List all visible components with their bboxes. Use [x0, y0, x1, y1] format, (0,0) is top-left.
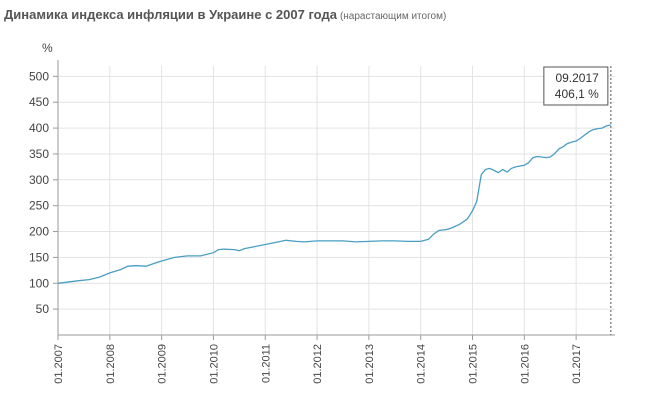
chart-title: Динамика индекса инфляции в Украине с 20…: [4, 7, 337, 22]
tooltip-value: 406,1 %: [555, 87, 599, 101]
x-tick-label-10: 01.2017: [571, 344, 583, 384]
y-tick-label-350: 350: [29, 147, 49, 161]
tooltip-box: [543, 66, 609, 106]
y-tick-label-200: 200: [29, 225, 49, 239]
y-tick-label-300: 300: [29, 173, 49, 187]
x-tick-label-4: 01.2011: [260, 344, 272, 383]
y-axis-unit-label: %: [42, 41, 53, 55]
y-tick-label-250: 250: [29, 199, 49, 213]
x-tick-label-8: 01.2015: [468, 344, 480, 384]
y-tick-label-500: 500: [29, 69, 49, 83]
x-tick-label-5: 01.2012: [312, 344, 324, 384]
x-tick-label-0: 01.2007: [53, 344, 65, 384]
y-tick-label-450: 450: [29, 95, 49, 109]
axes: %: [42, 41, 615, 336]
chart-subtitle: (нарастающим итогом): [339, 11, 447, 22]
tooltip-date: 09.2017: [555, 71, 599, 85]
series-line-inflation-index[interactable]: [57, 124, 612, 284]
x-tick-label-3: 01.2010: [208, 344, 220, 384]
x-tick-label-1: 01.2008: [105, 344, 117, 384]
tooltip: 09.2017 406,1 %: [543, 66, 609, 106]
chart-header: Динамика индекса инфляции в Украине с 20…: [4, 6, 446, 24]
x-tick-label-2: 01.2009: [157, 344, 169, 384]
y-tick-label-150: 150: [29, 250, 49, 264]
y-tick-label-100: 100: [29, 276, 49, 290]
y-tick-labels: 50 100 150 200 250 300 350 400 450 500: [29, 69, 49, 316]
x-tick-labels: 01.2007 01.2008 01.2009 01.2010 01.2011 01.20…: [53, 344, 583, 384]
x-tick-label-9: 01.2016: [519, 344, 531, 384]
y-tick-label-400: 400: [29, 121, 49, 135]
x-tick-label-7: 01.2014: [416, 344, 428, 384]
grid-lines: [53, 66, 615, 340]
x-tick-label-6: 01.2013: [364, 344, 376, 384]
y-tick-label-50: 50: [36, 302, 50, 316]
